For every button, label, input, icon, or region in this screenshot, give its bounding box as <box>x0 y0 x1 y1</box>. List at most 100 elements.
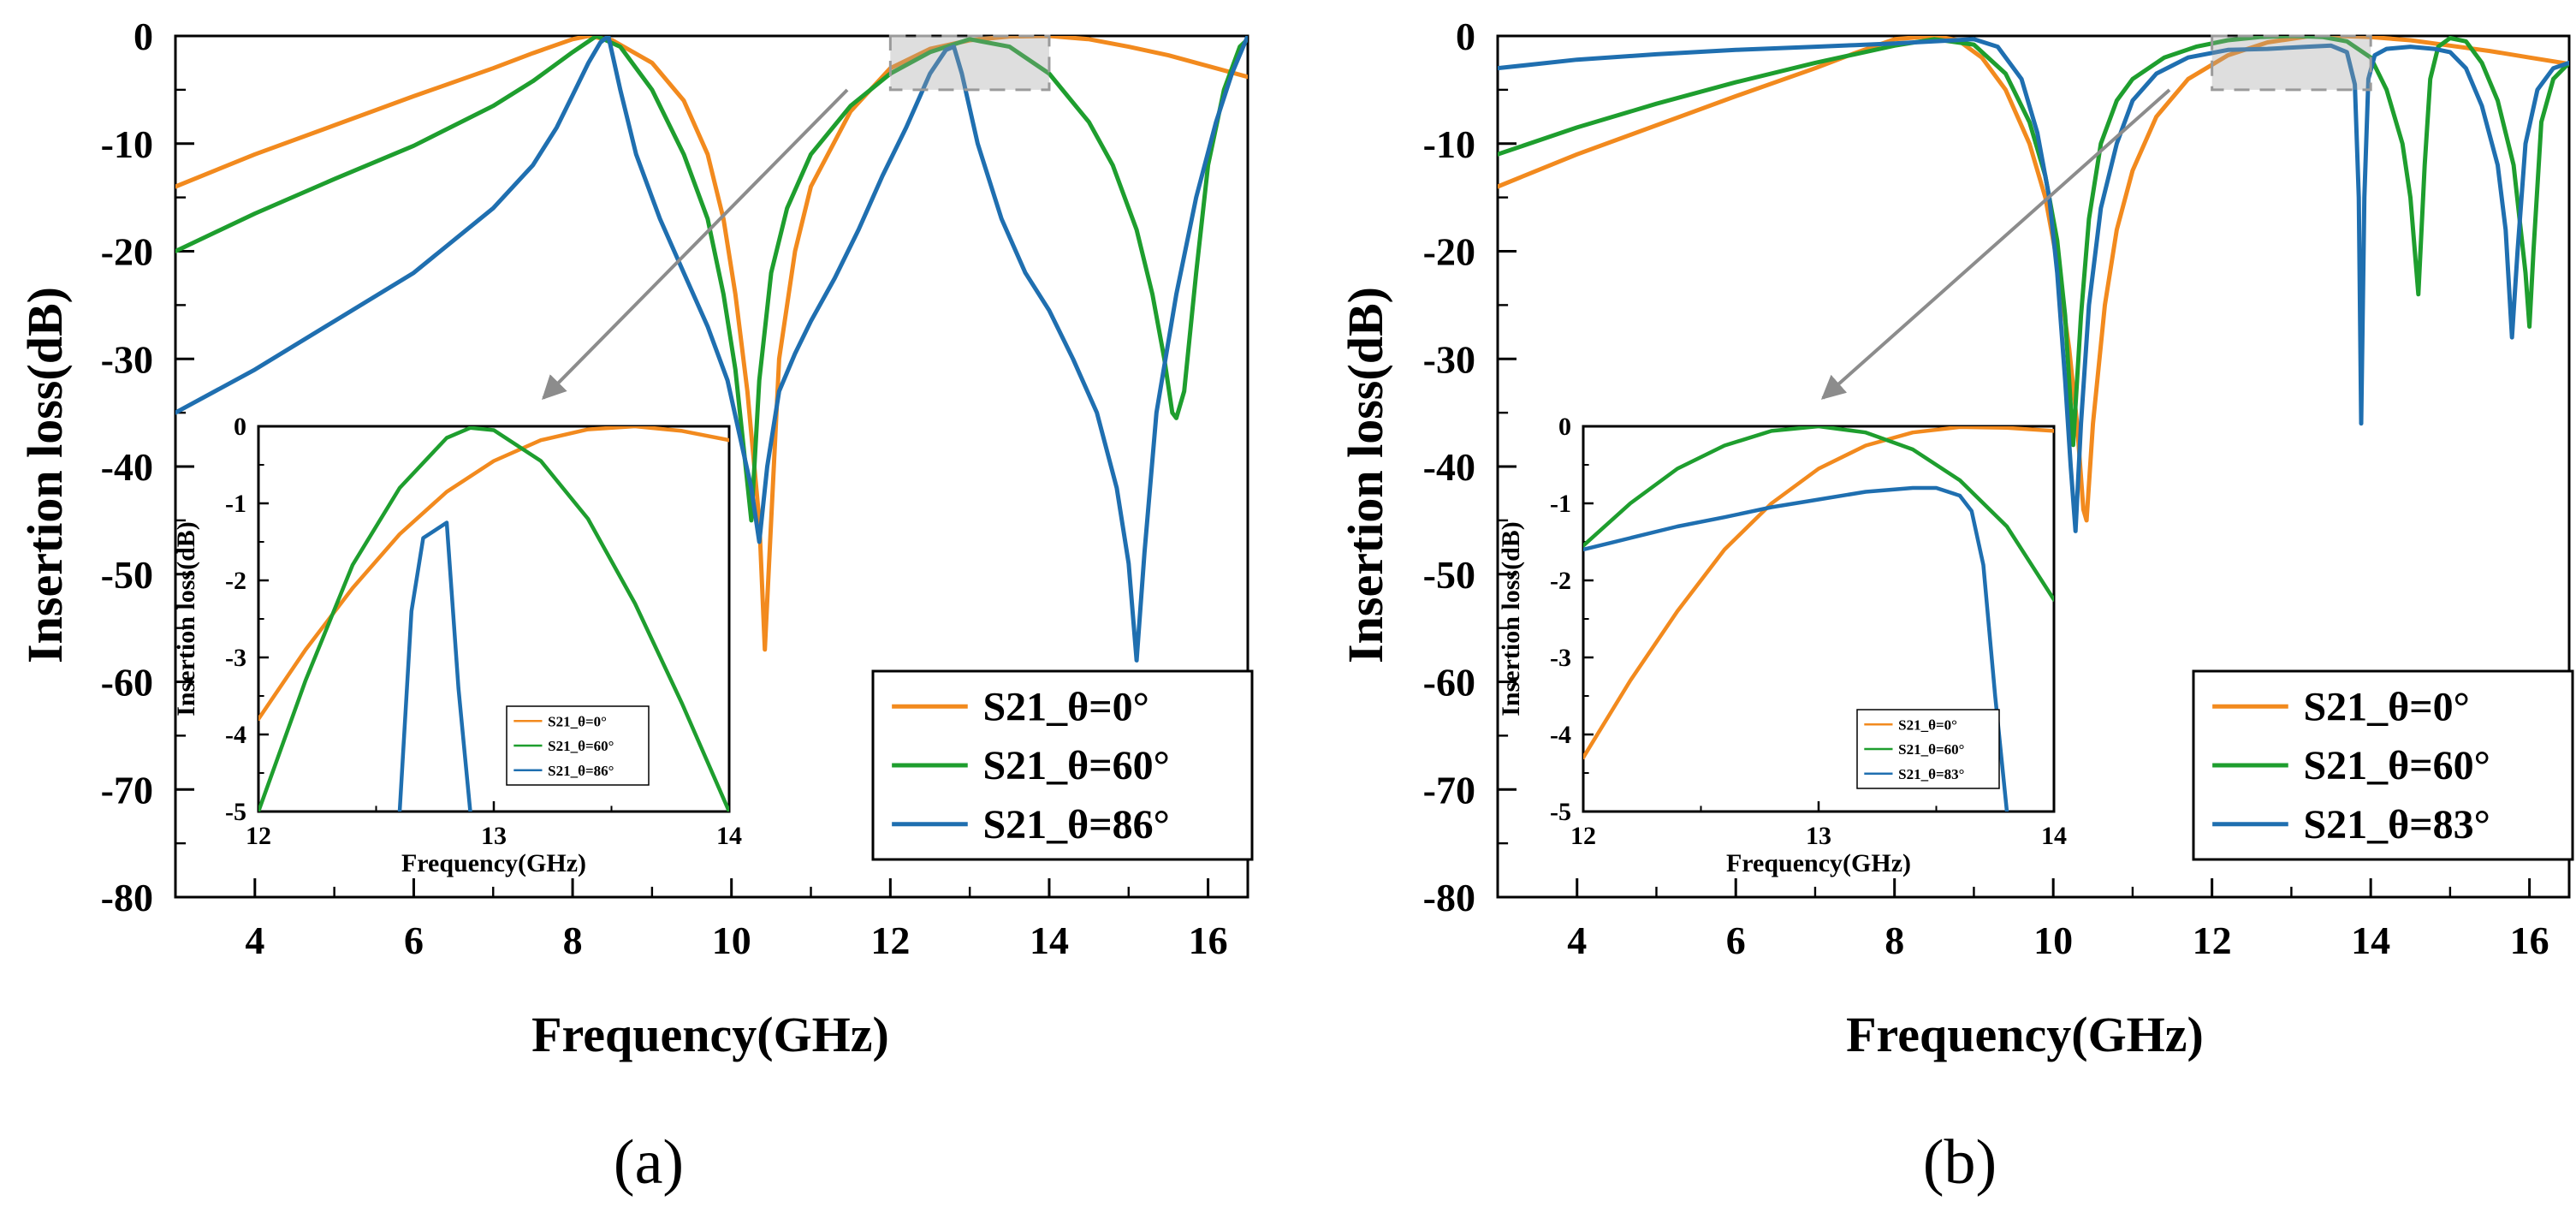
inset-y-title-0: Insertion loss(dB) <box>172 521 200 717</box>
inset-0-series-line-0 <box>258 426 729 722</box>
main-0-series-line-1 <box>175 36 1248 523</box>
inset-1-ytick-label: 0 <box>1558 413 1571 441</box>
inset-0-ytick-label: -3 <box>225 644 246 672</box>
inset-0-xtick-label: 13 <box>481 822 507 850</box>
main-0-ytick-label: -10 <box>101 122 153 166</box>
main-0-ytick-label: -20 <box>101 230 153 274</box>
inset-0-series-group <box>258 426 729 812</box>
main-0-ytick-label: -40 <box>101 445 153 489</box>
legend-1-label-1: S21_θ=60° <box>2303 743 2490 788</box>
inset-1-series-line-0 <box>1583 426 2054 760</box>
inset-legend-1-label-1: S21_θ=60° <box>1898 741 1964 758</box>
main-1-ytick-label: -10 <box>1423 122 1475 166</box>
inset-legend-1-box <box>1856 709 2000 789</box>
main-0-xtick-label: 12 <box>870 919 910 962</box>
x-axis-title-a: Frequency(GHz) <box>531 1007 889 1062</box>
inset-1-series-line-1 <box>1583 426 2054 602</box>
main-1-ytick-label: -40 <box>1423 445 1475 489</box>
main-0-xtick-label: 8 <box>563 919 583 962</box>
inset-1-series-line-2 <box>1583 485 2009 812</box>
inset-legend-1-label-2: S21_θ=83° <box>1898 766 1964 782</box>
main-plot-a: 4 6 8 10 12 14 160-10-20-30-40-50-60-70-80 <box>101 15 1249 962</box>
inset-plot-b: 12 13 14 0 -1 -2 -3 -4 -5 Frequency(GHz) Insertion… <box>1497 413 2067 877</box>
main-1-xtick-label: 10 <box>2033 919 2073 962</box>
main-1-ytick-label: -60 <box>1423 661 1475 705</box>
main-1-ytick-label: 0 <box>1456 15 1475 58</box>
inset-1-ytick-label: -4 <box>1550 721 1571 749</box>
inset-0-ytick-label: -2 <box>225 567 246 595</box>
inset-0-ytick-label: -4 <box>225 721 246 749</box>
inset-0-ytick-label: -5 <box>225 798 246 826</box>
main-1-ytick-label: -80 <box>1423 876 1475 919</box>
main-1-ytick-label: -20 <box>1423 230 1475 274</box>
zoom-arrow-1 <box>1820 88 2171 400</box>
main-0-ytick-label: -30 <box>101 337 153 381</box>
x-axis-title-b: Frequency(GHz) <box>1846 1007 2204 1062</box>
legend-0-label-1: S21_θ=60° <box>982 743 1169 788</box>
inset-1-ytick-label: -3 <box>1550 644 1571 672</box>
inset-1-xtick-label: 12 <box>1570 822 1596 850</box>
main-1-series-line-2 <box>1498 37 2569 533</box>
inset-0-xtick-label: 14 <box>716 822 742 850</box>
legend-0-label-2: S21_θ=86° <box>982 802 1169 847</box>
inset-0-frame <box>257 425 731 813</box>
main-plot-b: 4 6 8 10 12 14 160-10-20-30-40-50-60-70-80 <box>1423 15 2571 962</box>
panel-a: 4 6 8 10 12 14 160-10-20-30-40-50-60-70-80 12 1… <box>17 15 1254 1198</box>
zoom-region-1 <box>2211 34 2372 92</box>
main-1-ytick-label: -70 <box>1423 768 1475 812</box>
main-0-series-line-2 <box>175 36 1248 663</box>
legend-1-label-2: S21_θ=83° <box>2303 802 2490 847</box>
main-0-ytick-label: 0 <box>134 15 153 58</box>
inset-0-ytick-label: -1 <box>225 490 246 518</box>
legend-b: S21_θ=0° S21_θ=60° S21_θ=83° <box>2192 669 2574 861</box>
main-0-series-line-0 <box>175 36 1248 652</box>
inset-0-series-line-2 <box>397 520 472 812</box>
main-1-xtick-label: 14 <box>2351 919 2390 962</box>
zoom-arrow-0 <box>542 88 849 400</box>
main-0-series-group <box>175 36 1248 663</box>
inset-legend-0-label-2: S21_θ=86° <box>548 763 614 779</box>
legend-a: S21_θ=0° S21_θ=60° S21_θ=86° <box>871 669 1254 861</box>
main-0-ytick-label: -50 <box>101 553 153 597</box>
inset-1-xtick-label: 13 <box>1806 822 1831 850</box>
main-1-xtick-label: 8 <box>1885 919 1904 962</box>
inset-0-series-line-1 <box>258 426 729 812</box>
inset-legend-1-label-0: S21_θ=0° <box>1898 717 1957 733</box>
inset-1-ytick-label: -1 <box>1550 490 1571 518</box>
inset-x-title-1: Frequency(GHz) <box>1726 849 1911 877</box>
main-1-xtick-label: 6 <box>1726 919 1746 962</box>
inset-1-ytick-label: -5 <box>1550 798 1571 826</box>
main-0-ytick-label: -70 <box>101 768 153 812</box>
panel-b: 4 6 8 10 12 14 160-10-20-30-40-50-60-70-80 12 1… <box>1338 15 2574 1198</box>
main-0-xtick-label: 14 <box>1030 919 1069 962</box>
main-1-xtick-label: 12 <box>2193 919 2232 962</box>
inset-plot-a: 12 13 14 0 -1 -2 -3 -4 -5 Frequency(GHz) Insertion… <box>172 413 742 877</box>
main-1-xtick-label: 16 <box>2510 919 2549 962</box>
main-0-ytick-label: -80 <box>101 876 153 919</box>
y-axis-title-b: Insertion loss(dB) <box>1338 287 1393 663</box>
legend-1-label-0: S21_θ=0° <box>2303 684 2469 729</box>
main-1-xtick-label: 4 <box>1567 919 1587 962</box>
inset-y-title-1: Insertion loss(dB) <box>1497 521 1525 717</box>
inset-1-xtick-label: 14 <box>2041 822 2067 850</box>
main-0-ytick-label: -60 <box>101 661 153 705</box>
main-1-series-line-1 <box>1498 36 2569 448</box>
inset-1-ytick-label: -2 <box>1550 567 1571 595</box>
main-0-xtick-label: 6 <box>404 919 424 962</box>
main-0-xtick-label: 4 <box>245 919 264 962</box>
inset-0-ytick-label: 0 <box>234 413 246 441</box>
main-1-ytick-label: -30 <box>1423 337 1475 381</box>
zoom-region-0 <box>888 34 1051 92</box>
inset-x-title-0: Frequency(GHz) <box>401 849 586 877</box>
main-0-xtick-label: 16 <box>1189 919 1228 962</box>
main-0-xtick-label: 10 <box>712 919 751 962</box>
main-1-ytick-label: -50 <box>1423 553 1475 597</box>
inset-legend-0-label-0: S21_θ=0° <box>548 713 607 729</box>
inset-legend-0-label-1: S21_θ=60° <box>548 738 614 754</box>
legend-0-label-0: S21_θ=0° <box>982 684 1149 729</box>
inset-1-series-group <box>1583 426 2054 812</box>
caption-a: (a) <box>614 1127 684 1198</box>
inset-0-xtick-label: 12 <box>246 822 271 850</box>
y-axis-title-a: Insertion loss(dB) <box>17 287 73 663</box>
